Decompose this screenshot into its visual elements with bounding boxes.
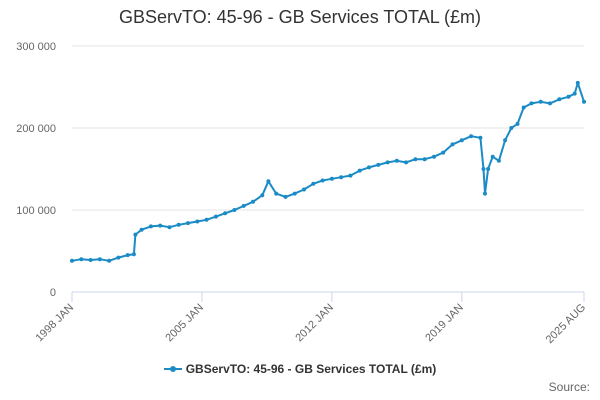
data-point[interactable] xyxy=(223,211,228,216)
data-point[interactable] xyxy=(357,168,362,173)
data-point[interactable] xyxy=(515,121,520,126)
chart-title: GBServTO: 45-96 - GB Services TOTAL (£m) xyxy=(118,7,482,27)
y-tick-label: 100 000 xyxy=(16,205,56,217)
data-point[interactable] xyxy=(232,208,237,212)
data-point[interactable] xyxy=(339,175,344,180)
x-tick-label: 2005 JAN xyxy=(163,302,206,345)
legend-series-symbol xyxy=(163,364,182,374)
data-point[interactable] xyxy=(509,126,514,130)
data-point[interactable] xyxy=(478,135,483,140)
data-point[interactable] xyxy=(548,101,552,106)
y-axis-labels: 0 100 000 200 000 300 000 xyxy=(16,41,56,299)
x-axis: 1998 JAN 2005 JAN 2012 JAN 2019 JAN 2025 AUG xyxy=(33,291,588,346)
data-point[interactable] xyxy=(566,94,571,99)
data-point[interactable] xyxy=(413,157,418,162)
data-point[interactable] xyxy=(204,217,209,222)
data-point[interactable] xyxy=(486,167,491,171)
data-point[interactable] xyxy=(582,99,586,104)
data-point[interactable] xyxy=(490,154,495,159)
data-point[interactable] xyxy=(266,179,271,184)
data-point[interactable] xyxy=(133,232,138,237)
data-point[interactable] xyxy=(481,167,486,171)
data-point[interactable] xyxy=(538,99,543,104)
legend-series-label: GBServTO: 45-96 - GB Services TOTAL (£m) xyxy=(185,362,437,376)
data-point[interactable] xyxy=(422,157,427,162)
y-tick-label: 300 000 xyxy=(16,41,56,53)
data-point[interactable] xyxy=(572,91,577,96)
data-point[interactable] xyxy=(496,158,501,163)
y-tick-label: 200 000 xyxy=(16,123,56,135)
data-point[interactable] xyxy=(376,162,381,167)
data-point[interactable] xyxy=(97,257,102,262)
data-point[interactable] xyxy=(483,191,487,196)
data-point[interactable] xyxy=(251,199,255,204)
data-point[interactable] xyxy=(311,181,316,186)
series-line xyxy=(71,81,585,262)
x-tick-label: 2025 AUG xyxy=(544,302,588,346)
data-point[interactable] xyxy=(116,255,121,260)
x-tick-label: 2019 JAN xyxy=(423,302,466,345)
data-point[interactable] xyxy=(320,178,325,183)
data-point[interactable] xyxy=(79,257,84,262)
data-point[interactable] xyxy=(148,224,153,229)
data-point[interactable] xyxy=(107,258,112,263)
data-point[interactable] xyxy=(167,225,172,230)
data-point[interactable] xyxy=(404,160,409,165)
source-label: Source: xyxy=(548,380,590,394)
data-point[interactable] xyxy=(394,158,399,163)
data-point[interactable] xyxy=(441,150,446,155)
data-point[interactable] xyxy=(213,214,218,219)
data-point[interactable] xyxy=(260,193,265,198)
data-point[interactable] xyxy=(469,134,474,139)
data-point[interactable] xyxy=(385,160,390,165)
data-point[interactable] xyxy=(348,173,353,178)
data-point[interactable] xyxy=(139,227,144,232)
data-point[interactable] xyxy=(459,138,464,143)
data-point[interactable] xyxy=(557,97,562,102)
data-point[interactable] xyxy=(88,258,93,262)
data-point[interactable] xyxy=(432,154,436,159)
data-point[interactable] xyxy=(131,252,136,257)
data-point[interactable] xyxy=(125,253,130,258)
x-tick-label: 2012 JAN xyxy=(293,302,336,345)
data-point[interactable] xyxy=(176,222,181,227)
data-point[interactable] xyxy=(292,191,297,196)
y-tick-label: 0 xyxy=(50,287,56,299)
data-series xyxy=(70,80,586,263)
data-point[interactable] xyxy=(283,194,288,199)
data-point[interactable] xyxy=(186,221,190,226)
data-point[interactable] xyxy=(195,219,200,224)
data-point[interactable] xyxy=(302,187,306,192)
data-point[interactable] xyxy=(521,105,526,110)
legend[interactable]: GBServTO: 45-96 - GB Services TOTAL (£m) xyxy=(0,362,600,376)
data-point[interactable] xyxy=(529,101,534,106)
data-point[interactable] xyxy=(274,191,279,196)
data-point[interactable] xyxy=(241,203,246,208)
data-point[interactable] xyxy=(503,138,508,143)
data-point[interactable] xyxy=(575,80,580,85)
data-point[interactable] xyxy=(367,165,371,170)
data-point[interactable] xyxy=(158,223,163,228)
data-point[interactable] xyxy=(70,258,74,263)
data-point[interactable] xyxy=(450,142,455,147)
gridlines xyxy=(72,45,584,211)
x-tick-label: 1998 JAN xyxy=(33,302,76,345)
data-point[interactable] xyxy=(329,176,334,181)
